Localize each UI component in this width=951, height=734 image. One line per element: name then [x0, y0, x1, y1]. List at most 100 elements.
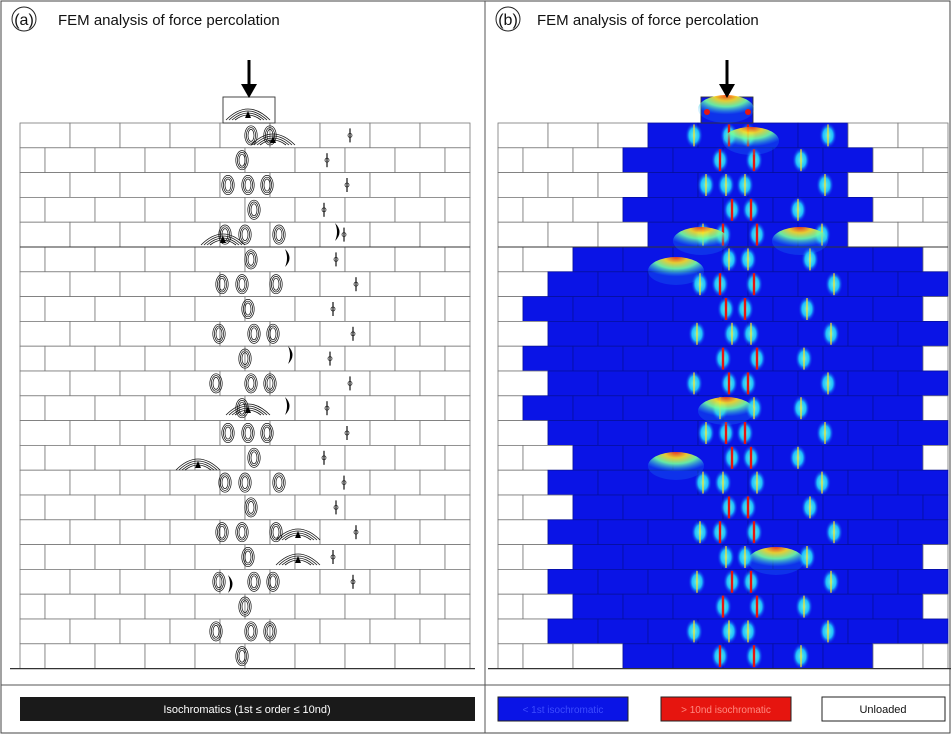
fringe-ellipse — [218, 525, 226, 539]
brick — [319, 221, 371, 248]
panel-a-brick-wall — [10, 96, 475, 670]
legend-low-label: < 1st isochromatic — [523, 705, 604, 716]
fringe-ellipse — [235, 274, 249, 295]
panel-a-letter: (a) — [14, 12, 34, 29]
fringe-ellipse — [215, 522, 229, 543]
brick — [294, 196, 346, 223]
fringe-ellipse — [269, 575, 277, 589]
brick — [522, 246, 574, 273]
fringe-ellipse — [237, 648, 247, 665]
brick — [419, 618, 471, 645]
brick — [672, 296, 724, 322]
brick — [897, 221, 949, 248]
brick — [94, 643, 146, 669]
brick — [19, 643, 46, 669]
fringe-ellipse — [244, 621, 258, 642]
brick — [444, 147, 471, 174]
fringe-ellipse — [209, 373, 223, 394]
fringe-ellipse — [244, 249, 258, 270]
fringe-peak — [220, 236, 226, 243]
brick — [419, 469, 471, 496]
brick — [522, 444, 574, 471]
fringe-crescent — [335, 223, 340, 241]
brick — [922, 544, 949, 570]
brick — [94, 593, 146, 620]
brick — [647, 172, 699, 198]
brick — [44, 643, 96, 669]
brick — [394, 444, 446, 471]
brick — [497, 320, 549, 347]
brick — [394, 494, 446, 521]
fringe-peak — [295, 556, 301, 563]
brick — [394, 593, 446, 620]
brick — [444, 593, 471, 620]
brick — [244, 593, 296, 620]
fringe-crescent — [285, 397, 290, 415]
fringe-ellipse — [244, 426, 252, 440]
brick — [94, 395, 146, 421]
brick — [69, 320, 121, 347]
brick — [144, 147, 196, 174]
brick — [69, 519, 121, 545]
fringe-dot — [353, 529, 359, 535]
brick — [369, 122, 421, 149]
brick — [69, 420, 121, 446]
brick — [69, 271, 121, 297]
brick — [169, 122, 221, 149]
brick — [547, 271, 599, 297]
fringe-ellipse — [223, 424, 233, 442]
legend-high-label: > 10nd isochromatic — [681, 705, 771, 716]
brick — [497, 519, 549, 545]
fringe-ellipse — [274, 474, 284, 491]
brick — [244, 147, 296, 174]
legend-unloaded-swatch — [821, 696, 946, 722]
brick — [269, 370, 321, 397]
fringe-ellipse — [221, 476, 229, 489]
fringe-ellipse — [241, 476, 249, 489]
brick — [572, 544, 624, 570]
fringe-ellipse — [269, 522, 283, 543]
fringe-ellipse — [211, 375, 221, 392]
brick — [747, 172, 799, 198]
brick — [69, 469, 121, 496]
brick — [394, 196, 446, 223]
fringe-ellipse — [212, 323, 226, 344]
brick — [419, 221, 471, 248]
brick — [497, 420, 549, 446]
brick — [144, 643, 196, 669]
brick — [847, 569, 899, 595]
brick — [547, 122, 599, 149]
fringe-peak — [295, 531, 301, 538]
stress-arch — [698, 95, 754, 123]
fringe-ellipse — [223, 176, 233, 194]
brick — [572, 643, 624, 669]
brick — [419, 519, 471, 545]
brick — [394, 246, 446, 273]
brick — [497, 345, 524, 372]
brick — [497, 246, 524, 273]
brick — [747, 420, 799, 446]
brick — [244, 643, 296, 669]
brick — [622, 544, 674, 570]
brick — [344, 544, 396, 570]
brick — [572, 196, 624, 223]
fringe-ellipse — [212, 377, 220, 390]
fringe-ellipse — [214, 573, 224, 590]
panel-b-letter: (b) — [498, 12, 518, 29]
brick — [444, 395, 471, 421]
brick — [822, 246, 874, 273]
brick — [144, 544, 196, 570]
brick — [344, 246, 396, 273]
fringe-ellipse — [241, 423, 255, 443]
brick — [922, 444, 949, 471]
fringe-ellipse — [269, 274, 283, 295]
brick — [522, 147, 574, 174]
brick — [44, 345, 96, 372]
brick — [922, 147, 949, 174]
fringe-ellipse — [262, 176, 272, 194]
fringe-ellipse — [212, 571, 226, 592]
brick — [169, 172, 221, 198]
brick — [497, 147, 524, 174]
fringe-ellipse — [244, 302, 252, 316]
brick — [847, 172, 899, 198]
